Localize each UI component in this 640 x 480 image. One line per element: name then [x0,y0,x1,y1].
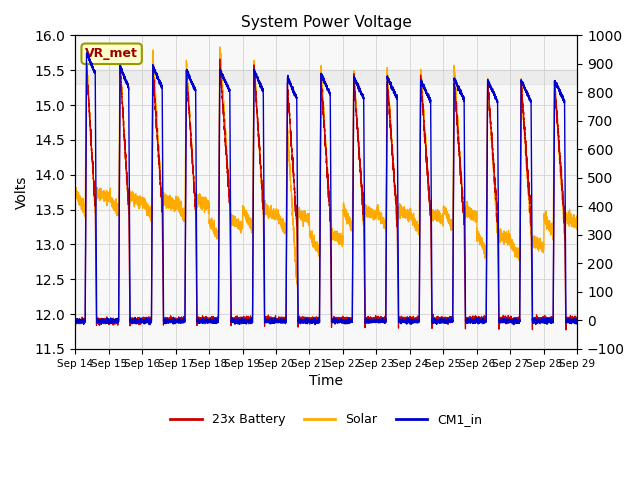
Bar [75,70,577,84]
Title: System Power Voltage: System Power Voltage [241,15,412,30]
Text: VR_met: VR_met [85,48,138,60]
Legend: 23x Battery, Solar, CM1_in: 23x Battery, Solar, CM1_in [165,408,487,432]
Y-axis label: Volts: Volts [15,175,29,209]
X-axis label: Time: Time [309,374,343,388]
